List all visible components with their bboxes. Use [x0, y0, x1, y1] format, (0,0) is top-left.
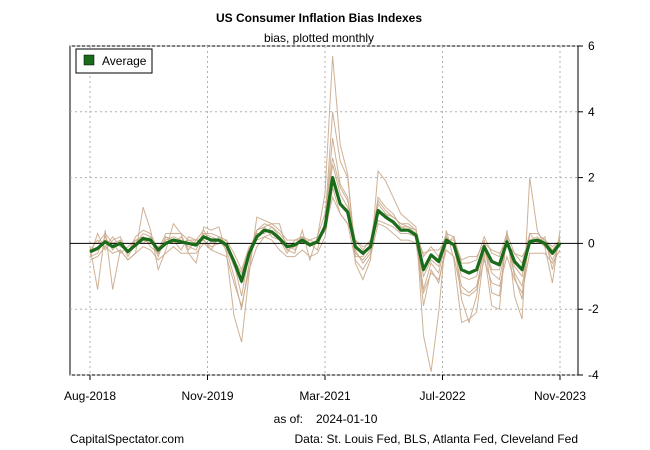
component-series-line: [90, 157, 561, 275]
source-left: CapitalSpectator.com: [70, 432, 184, 446]
plot-frame: [69, 45, 579, 376]
y-tick-label: -4: [588, 368, 599, 382]
x-tick-label: Nov-2019: [181, 389, 233, 403]
plot-area: Aug-2018 Nov-2019 Mar-2021 Jul-2022 Nov-2023…: [64, 39, 599, 403]
y-tick-label: 0: [588, 236, 595, 250]
component-series-line: [89, 187, 561, 308]
legend: Average: [75, 48, 153, 74]
source-right: Data: St. Louis Fed, BLS, Atlanta Fed, C…: [295, 432, 579, 446]
chart-title: US Consumer Inflation Bias Indexes: [216, 11, 422, 25]
chart-subtitle: bias, plotted monthly: [264, 31, 374, 45]
y-tick-label: 2: [588, 171, 595, 185]
legend-average-swatch: [83, 54, 95, 66]
as-of-date: 2024-01-10: [316, 412, 378, 426]
legend-average-label: Average: [102, 54, 147, 68]
as-of-label: as of:: [274, 412, 303, 426]
y-tick-label: -2: [588, 302, 599, 316]
y-tick-label: 6: [588, 39, 595, 53]
x-tick-label: Nov-2023: [534, 389, 586, 403]
x-tick-label: Aug-2018: [64, 389, 116, 403]
x-tick-label: Mar-2021: [299, 389, 351, 403]
y-tick-label: 4: [588, 105, 595, 119]
average-series-line: [89, 176, 562, 283]
x-tick-label: Jul-2022: [419, 389, 465, 403]
